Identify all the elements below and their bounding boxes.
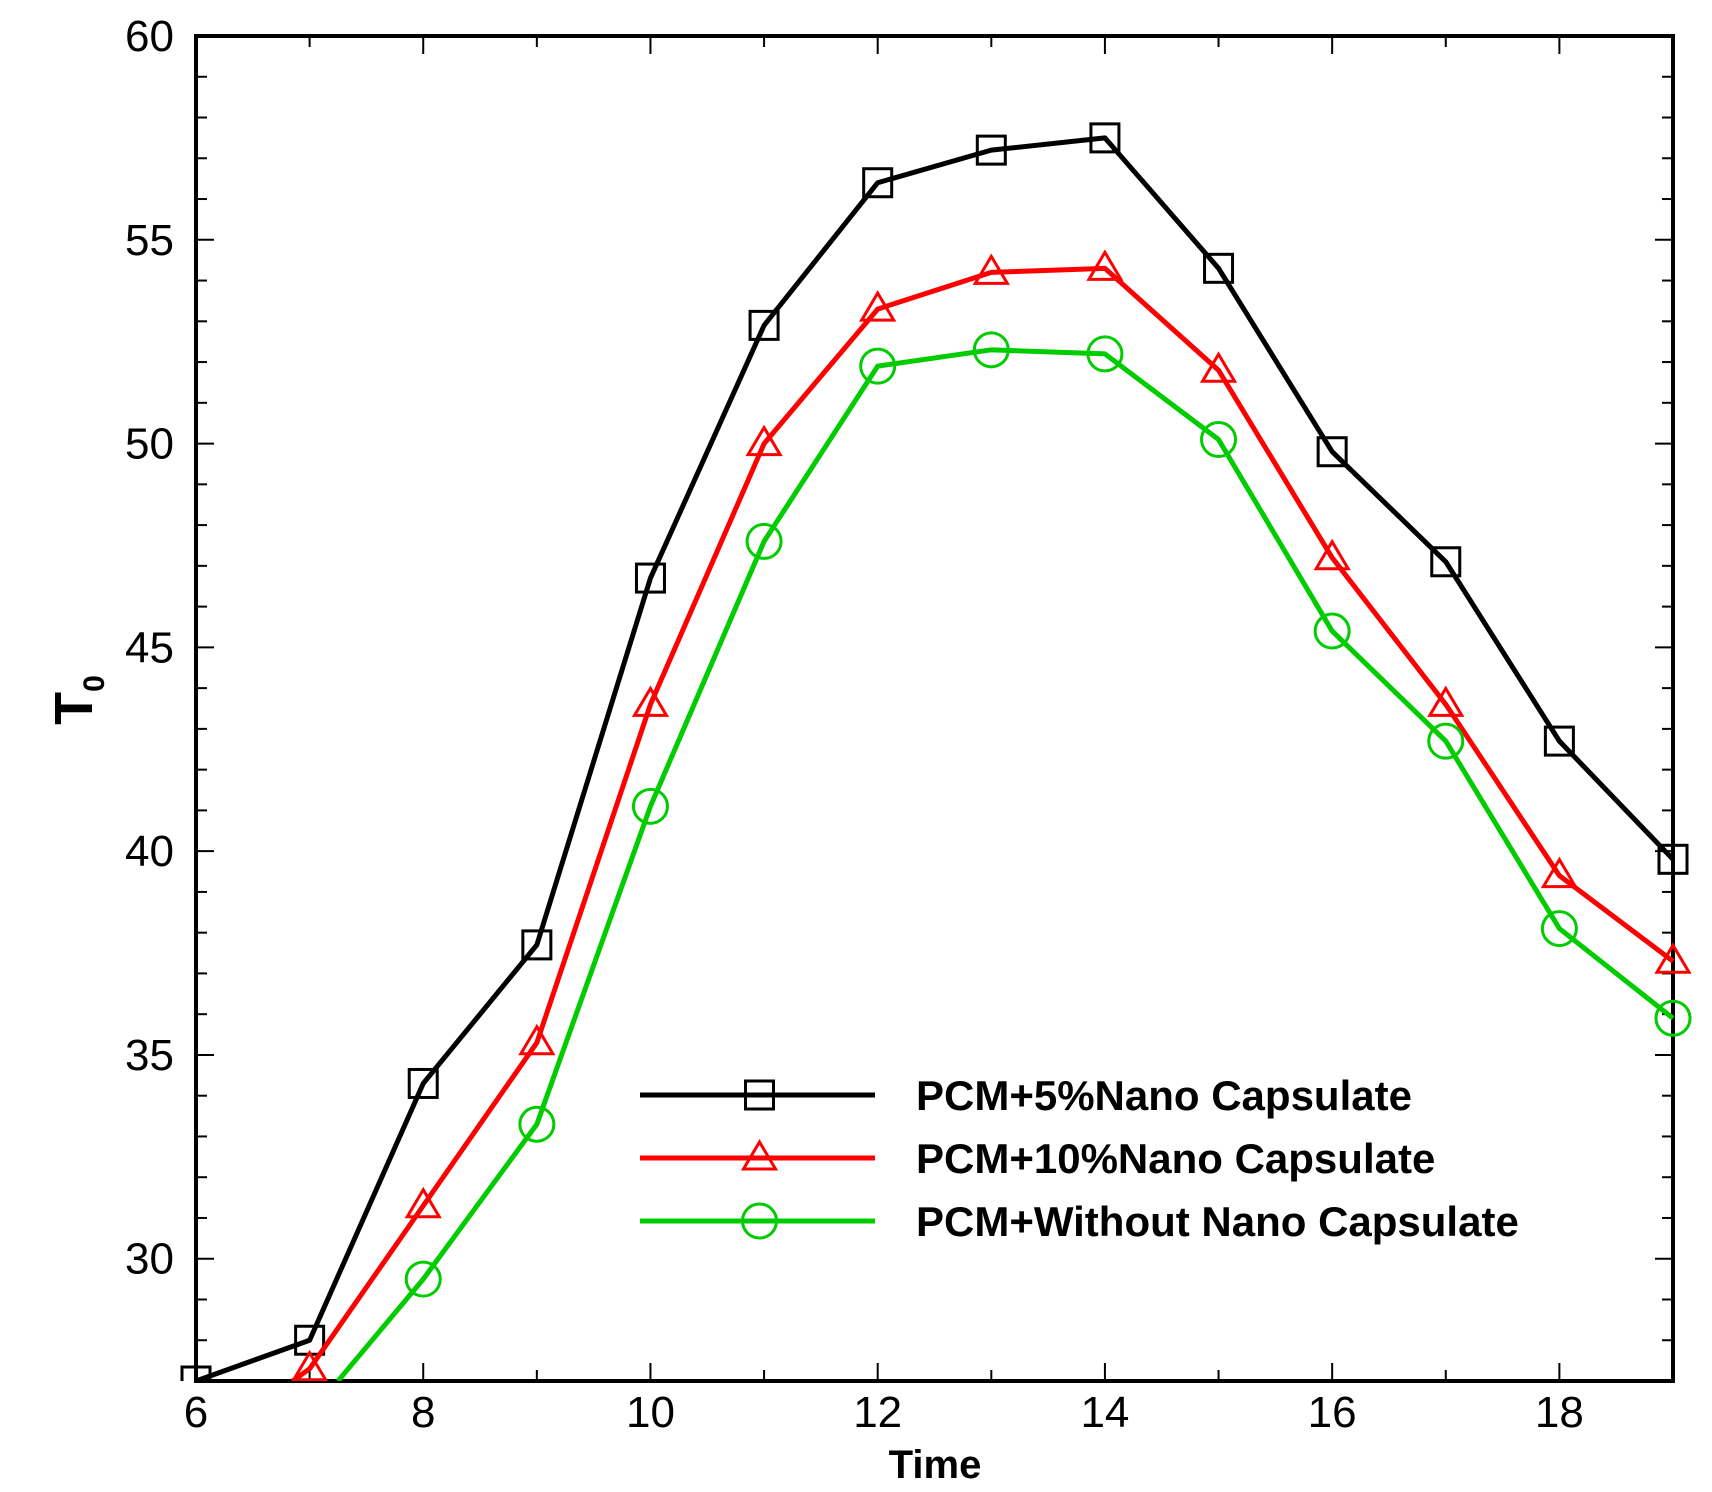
data-point-pcm-without-nano-capsulate-14 (1086, 335, 1124, 373)
x-tick-label-8: 8 (411, 1388, 435, 1437)
y-axis-title-main: T (44, 692, 104, 725)
data-point-pcm-5-nano-capsulate-11 (748, 309, 780, 341)
data-point-pcm-without-nano-capsulate-16 (1313, 612, 1351, 650)
data-point-pcm-without-nano-capsulate-9 (518, 1105, 556, 1143)
series-line-pcm-10-nano-capsulate (291, 265, 1675, 1381)
plot-border (194, 34, 1675, 1383)
series-pcm-without-nano-capsulate (336, 331, 1692, 1381)
series-layer (180, 122, 1692, 1381)
svg-text:T0: T0 (44, 675, 111, 725)
legend-marker-pcm-5-nano-capsulate (744, 1079, 775, 1111)
x-tick-label-12: 12 (853, 1388, 902, 1437)
legend-entry-pcm-10-nano-capsulate: PCM+10%Nano Capsulate (640, 1135, 1435, 1182)
y-tick-label-45: 45 (125, 623, 174, 672)
data-point-pcm-5-nano-capsulate-10 (634, 562, 666, 594)
data-point-pcm-5-nano-capsulate-17 (1430, 546, 1462, 578)
legend-marker-pcm-without-nano-capsulate (741, 1202, 778, 1240)
legend-entry-pcm-5-nano-capsulate: PCM+5%Nano Capsulate (640, 1072, 1412, 1119)
data-point-pcm-without-nano-capsulate-19 (1654, 999, 1692, 1037)
legend: PCM+5%Nano Capsulate PCM+10%Nano Capsulat… (640, 1072, 1519, 1245)
legend-label-pcm-5-nano-capsulate: PCM+5%Nano Capsulate (916, 1072, 1412, 1119)
data-point-pcm-10-nano-capsulate-17 (1427, 685, 1465, 717)
data-point-pcm-5-nano-capsulate-16 (1316, 436, 1348, 468)
data-point-pcm-5-nano-capsulate-18 (1543, 725, 1575, 757)
data-point-pcm-10-nano-capsulate-8 (404, 1186, 442, 1219)
y-axis-title: T0 (44, 675, 111, 725)
data-point-pcm-10-nano-capsulate-9 (518, 1023, 556, 1056)
y-tick-label-35: 35 (125, 1031, 174, 1080)
legend-label-pcm-10-nano-capsulate: PCM+10%Nano Capsulate (916, 1135, 1435, 1182)
data-point-pcm-5-nano-capsulate-9 (521, 929, 553, 961)
data-point-pcm-10-nano-capsulate-7 (291, 1349, 329, 1381)
x-tick-label-14: 14 (1080, 1388, 1129, 1437)
y-tick-label-30: 30 (125, 1235, 174, 1284)
data-point-pcm-10-nano-capsulate-19 (1654, 942, 1692, 974)
data-point-pcm-without-nano-capsulate-17 (1427, 722, 1465, 760)
x-axis-title: Time (889, 1443, 982, 1487)
legend-marker-pcm-10-nano-capsulate (740, 1139, 779, 1171)
data-point-pcm-10-nano-capsulate-18 (1540, 856, 1579, 889)
y-tick-label-60: 60 (125, 12, 174, 61)
y-tick-label-40: 40 (125, 827, 174, 876)
legend-label-pcm-without-nano-capsulate: PCM+Without Nano Capsulate (916, 1198, 1519, 1245)
series-line-pcm-without-nano-capsulate (336, 347, 1675, 1381)
x-tick-label-10: 10 (626, 1388, 675, 1437)
data-point-pcm-5-nano-capsulate-12 (862, 167, 894, 199)
data-point-pcm-5-nano-capsulate-6 (180, 1365, 212, 1381)
plot-frame (194, 34, 1675, 1383)
y-axis-title-subscript: 0 (78, 675, 111, 692)
data-point-pcm-5-nano-capsulate-15 (1203, 252, 1235, 284)
data-point-pcm-10-nano-capsulate-12 (859, 290, 897, 322)
data-point-pcm-without-nano-capsulate-11 (745, 522, 783, 560)
data-point-pcm-5-nano-capsulate-13 (975, 134, 1007, 166)
data-point-pcm-without-nano-capsulate-8 (404, 1260, 442, 1298)
data-point-pcm-10-nano-capsulate-11 (745, 424, 783, 457)
data-point-pcm-10-nano-capsulate-10 (631, 685, 670, 717)
data-point-pcm-10-nano-capsulate-14 (1086, 249, 1124, 281)
data-point-pcm-without-nano-capsulate-13 (972, 331, 1010, 369)
series-line-pcm-5-nano-capsulate (195, 135, 1675, 1381)
data-point-pcm-without-nano-capsulate-18 (1540, 910, 1578, 948)
x-tick-label-18: 18 (1535, 1388, 1584, 1437)
data-point-pcm-without-nano-capsulate-12 (859, 347, 897, 385)
x-tick-label-6: 6 (184, 1388, 208, 1437)
tick-labels: 6 8 10 12 14 16 18 30 35 40 45 50 55 60 (125, 12, 1584, 1437)
data-point-pcm-5-nano-capsulate-14 (1089, 122, 1121, 154)
data-point-pcm-10-nano-capsulate-16 (1313, 538, 1351, 571)
data-point-pcm-5-nano-capsulate-8 (407, 1067, 439, 1099)
legend-entry-pcm-without-nano-capsulate: PCM+Without Nano Capsulate (640, 1198, 1519, 1245)
data-point-pcm-without-nano-capsulate-15 (1200, 421, 1238, 458)
x-tick-label-16: 16 (1308, 1388, 1357, 1437)
y-tick-label-50: 50 (125, 420, 174, 469)
minor-ticks (196, 36, 1674, 1381)
series-pcm-10-nano-capsulate (291, 249, 1692, 1381)
data-point-pcm-10-nano-capsulate-13 (972, 253, 1010, 285)
series-pcm-5-nano-capsulate (180, 122, 1689, 1381)
data-point-pcm-10-nano-capsulate-15 (1199, 351, 1238, 383)
data-point-pcm-without-nano-capsulate-10 (631, 787, 669, 825)
data-point-pcm-5-nano-capsulate-19 (1657, 843, 1689, 875)
y-tick-label-55: 55 (125, 216, 174, 265)
